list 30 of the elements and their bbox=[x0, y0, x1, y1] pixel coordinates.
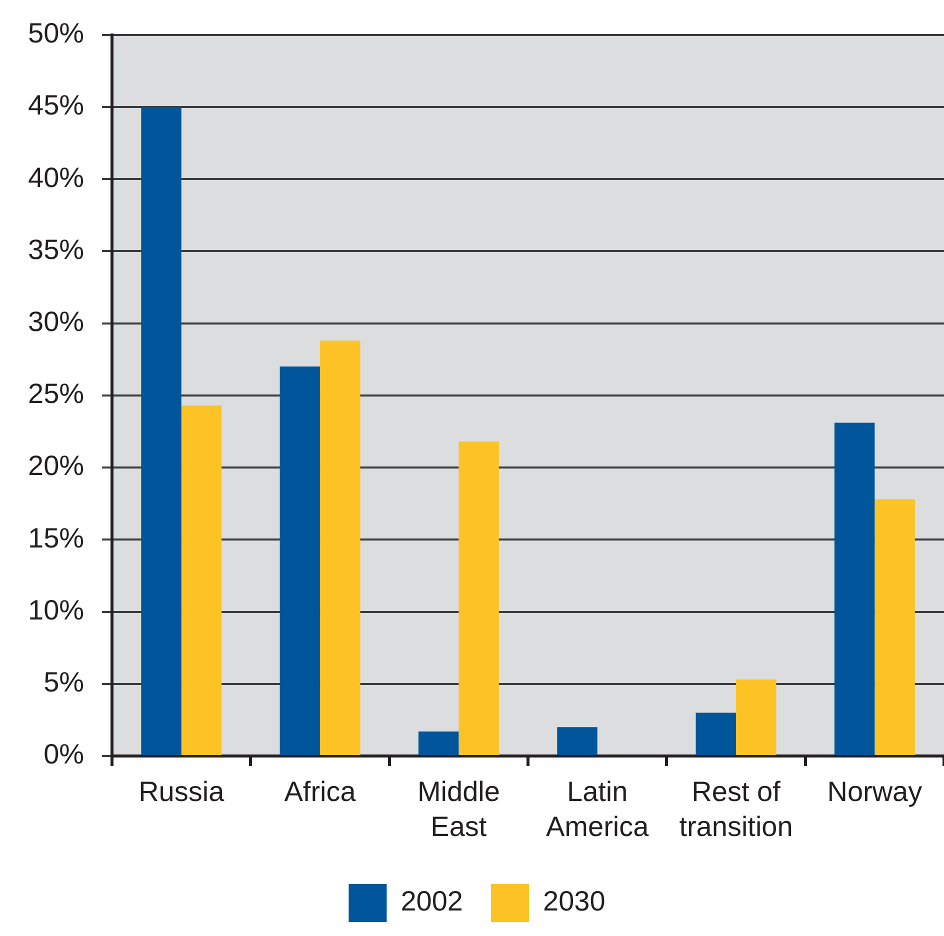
x-tick-label: Middle East bbox=[417, 776, 500, 842]
y-tick-label: 0% bbox=[44, 738, 84, 770]
bar bbox=[557, 727, 598, 755]
bar bbox=[141, 106, 182, 755]
y-tick-label: 20% bbox=[28, 450, 84, 482]
bar bbox=[834, 422, 875, 755]
y-tick-label: 15% bbox=[28, 522, 84, 554]
bar bbox=[874, 499, 915, 755]
bar bbox=[736, 680, 776, 755]
y-tick-label: 35% bbox=[28, 234, 84, 265]
x-tick-label: Rest of transition bbox=[679, 776, 793, 842]
bar bbox=[696, 712, 736, 755]
y-tick-label: 45% bbox=[28, 90, 84, 121]
x-tick-label: Russia bbox=[138, 776, 225, 808]
bar bbox=[320, 340, 360, 755]
x-tick-label: Latin America bbox=[546, 776, 650, 842]
bar bbox=[418, 731, 459, 755]
y-tick-label: 50% bbox=[28, 18, 84, 49]
y-tick-label: 25% bbox=[28, 378, 84, 410]
y-tick-label: 5% bbox=[44, 666, 84, 698]
bar bbox=[280, 366, 320, 755]
y-tick-label: 40% bbox=[28, 162, 84, 193]
y-tick-label: 30% bbox=[28, 306, 84, 337]
x-tick-label: Norway bbox=[827, 776, 922, 808]
legend-label: 2002 bbox=[400, 886, 464, 917]
bar bbox=[458, 442, 499, 755]
bar bbox=[181, 405, 222, 755]
legend-label: 2030 bbox=[543, 886, 606, 917]
x-tick-label: Africa bbox=[284, 776, 356, 808]
y-tick-label: 10% bbox=[28, 594, 84, 626]
